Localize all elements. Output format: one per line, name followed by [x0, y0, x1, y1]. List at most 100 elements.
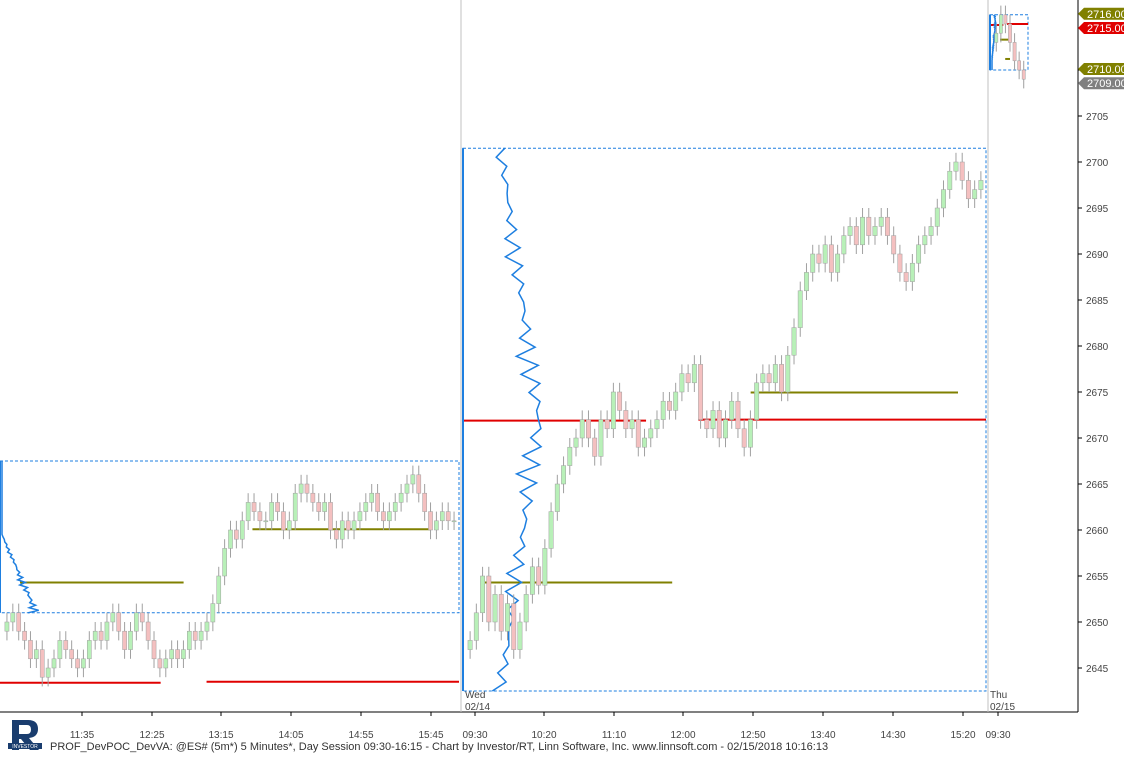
price-tag-text: 2709.00	[1087, 78, 1127, 90]
candle-up	[673, 391, 679, 411]
candle-down	[257, 511, 263, 522]
volume-profile	[991, 14, 998, 70]
candle-up	[322, 502, 327, 512]
candle-up	[729, 400, 735, 420]
candle-up	[287, 520, 292, 531]
session-day-label: Wed	[465, 690, 485, 701]
candle-up	[269, 502, 274, 522]
y-tick-label: 2705	[1086, 112, 1109, 123]
candle-up	[81, 658, 86, 669]
candle-up	[298, 483, 304, 494]
candle-down	[75, 658, 80, 669]
candle-up	[4, 621, 10, 632]
session-02/14	[462, 147, 987, 692]
candle-up	[928, 226, 934, 236]
volume-profile	[491, 147, 543, 692]
price-tag-shape	[1078, 22, 1124, 34]
candle-down	[959, 161, 965, 181]
candle-up	[492, 594, 498, 623]
candle-up	[654, 419, 660, 430]
candle-down	[416, 474, 422, 494]
x-tick-label: 09:30	[985, 730, 1010, 741]
price-tag-text: 2716.00	[1087, 9, 1127, 21]
x-tick-label: 10:20	[531, 730, 556, 741]
candle-down	[428, 511, 433, 531]
candle-down	[98, 630, 104, 641]
candle-up	[804, 272, 809, 292]
candle-up	[909, 262, 915, 282]
x-tick-label: 14:05	[278, 730, 303, 741]
session-02/13	[0, 460, 460, 687]
candle-up	[878, 216, 884, 227]
candle-up	[561, 465, 566, 485]
candle-up	[339, 520, 345, 540]
candle-up	[357, 511, 363, 522]
candle-up	[210, 603, 216, 623]
candle-down	[334, 529, 339, 540]
y-tick-label: 2675	[1086, 388, 1109, 399]
candle-up	[772, 364, 778, 384]
x-tick-label: 14:30	[880, 730, 905, 741]
candle-down	[698, 364, 704, 420]
candle-up	[134, 612, 139, 632]
candle-down	[667, 400, 672, 411]
candle-down	[903, 272, 909, 282]
candle-down	[965, 180, 971, 200]
session-date-label: 02/15	[990, 702, 1015, 713]
candle-up	[872, 226, 878, 236]
candle-up	[567, 446, 573, 466]
candle-up	[573, 437, 579, 448]
price-tag: 2710.00	[1078, 63, 1127, 76]
candle-up	[387, 511, 392, 522]
candle-up	[181, 649, 186, 660]
candle-down	[310, 492, 316, 503]
linnsoft-logo: INVESTOR	[6, 716, 44, 754]
price-tag-shape	[1078, 63, 1124, 75]
candle-up	[245, 502, 251, 522]
candle-up	[822, 244, 828, 264]
price-tag-text: 2710.00	[1087, 64, 1127, 76]
candle-down	[422, 492, 427, 512]
y-tick-label: 2645	[1086, 664, 1109, 675]
candle-up	[747, 419, 753, 448]
candle-up	[648, 428, 654, 439]
candle-down	[866, 216, 872, 236]
candle-up	[45, 667, 51, 678]
candle-up	[369, 492, 375, 503]
volume-profile	[1, 461, 39, 614]
candle-down	[328, 502, 333, 531]
candle-up	[439, 511, 445, 522]
candle-up	[972, 189, 978, 200]
candle-up	[204, 621, 210, 632]
x-tick-label: 09:30	[462, 730, 487, 741]
candle-up	[128, 630, 133, 650]
svg-text:INVESTOR: INVESTOR	[12, 744, 38, 750]
candle-down	[39, 649, 45, 678]
candle-up	[579, 419, 585, 439]
candle-down	[604, 419, 610, 430]
y-tick-label: 2655	[1086, 572, 1109, 583]
candle-down	[192, 630, 198, 641]
y-tick-label: 2670	[1086, 434, 1109, 445]
candle-down	[1021, 69, 1026, 80]
candle-up	[198, 630, 204, 641]
candle-up	[710, 410, 716, 430]
candle-down	[139, 612, 145, 623]
x-tick-label: 11:10	[602, 730, 627, 741]
candle-down	[617, 391, 623, 411]
candle-down	[122, 630, 127, 650]
candle-down	[592, 437, 598, 457]
y-tick-label: 2690	[1086, 250, 1109, 261]
candle-up	[999, 14, 1003, 34]
candle-down	[16, 612, 22, 632]
candle-up	[542, 548, 548, 586]
chart-footer-title: PROF_DevPOC_DevVA: @ES# (5m*) 5 Minutes*…	[50, 741, 829, 753]
candle-up	[104, 621, 110, 641]
candle-up	[754, 382, 760, 420]
candle-down	[498, 594, 504, 632]
candle-up	[922, 235, 928, 246]
candle-down	[275, 502, 280, 512]
candle-up	[398, 492, 404, 503]
